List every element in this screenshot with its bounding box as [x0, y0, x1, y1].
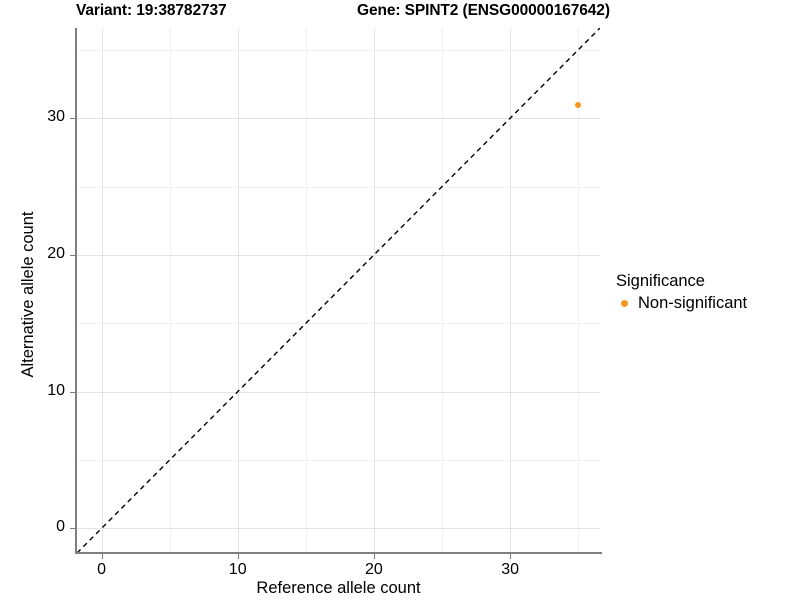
x-axis-tick	[101, 554, 103, 559]
y-axis-tick	[70, 528, 75, 530]
legend-marker-circle-icon	[616, 295, 633, 312]
gridline-vertical	[305, 28, 307, 553]
y-axis-line	[75, 28, 77, 553]
y-axis-tick-label: 10	[47, 381, 65, 399]
x-axis-tick-label: 10	[228, 561, 247, 578]
y-axis-title: Alternative allele count	[19, 211, 37, 378]
gridline-horizontal	[77, 49, 600, 51]
gridline-vertical	[442, 28, 443, 553]
gridline-horizontal	[77, 391, 600, 393]
plot-panel	[77, 28, 600, 553]
x-axis-tick	[510, 554, 512, 559]
y-axis-tick	[70, 254, 75, 256]
chart-title-row: Variant: 19:38782737 Gene: SPINT2 (ENSG0…	[0, 2, 800, 24]
x-axis-title: Reference allele count	[256, 579, 421, 597]
x-axis-tick-label: 20	[365, 561, 383, 578]
legend-title: Significance	[616, 272, 705, 290]
x-axis-tick-label: 0	[97, 561, 106, 578]
x-axis-tick	[373, 554, 375, 559]
scatter-point	[575, 101, 582, 108]
y-axis-tick-label: 30	[47, 108, 65, 126]
gene-title: Gene: SPINT2 (ENSG00000167642)	[357, 2, 610, 19]
gridline-horizontal	[77, 323, 600, 325]
gridline-horizontal	[77, 186, 600, 188]
y-axis-tick-label: 20	[47, 244, 65, 262]
y-axis-tick-label: 0	[56, 518, 65, 536]
gridline-vertical	[169, 28, 171, 553]
gridline-vertical	[237, 28, 239, 553]
legend-entries: Non-significant	[616, 294, 747, 313]
gridline-horizontal	[77, 528, 600, 530]
x-axis-line	[75, 552, 602, 554]
legend-entry[interactable]: Non-significant	[616, 294, 747, 313]
gridline-horizontal	[77, 254, 600, 256]
x-axis-tick	[237, 554, 239, 559]
gridline-horizontal	[77, 118, 600, 120]
variant-title: Variant: 19:38782737	[76, 2, 227, 19]
gridline-vertical	[510, 28, 512, 553]
legend: Significance Non-significant	[616, 272, 747, 313]
gridline-vertical	[101, 28, 103, 553]
y-axis-tick	[70, 118, 75, 120]
legend-entry-label: Non-significant	[638, 294, 748, 312]
gridline-horizontal	[77, 460, 600, 462]
gridline-vertical	[373, 28, 375, 553]
y-axis-tick	[70, 391, 75, 393]
x-axis-tick-label: 30	[501, 561, 519, 578]
